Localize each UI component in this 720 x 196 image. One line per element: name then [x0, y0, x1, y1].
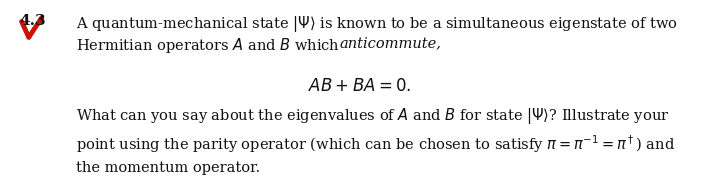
Text: point using the parity operator (which can be chosen to satisfy $\pi = \pi^{-1} : point using the parity operator (which c… — [76, 133, 675, 155]
Text: anticommute,: anticommute, — [340, 36, 442, 50]
Text: 4.3: 4.3 — [19, 14, 45, 28]
Text: $AB + BA = 0.$: $AB + BA = 0.$ — [308, 78, 412, 95]
Text: What can you say about the eigenvalues of $A$ and $B$ for state $|\Psi\rangle$? : What can you say about the eigenvalues o… — [76, 106, 669, 126]
Text: the momentum operator.: the momentum operator. — [76, 161, 260, 175]
Text: A quantum-mechanical state $|\Psi\rangle$ is known to be a simultaneous eigensta: A quantum-mechanical state $|\Psi\rangle… — [76, 14, 678, 34]
Text: Hermitian operators $A$ and $B$ which: Hermitian operators $A$ and $B$ which — [76, 36, 340, 55]
